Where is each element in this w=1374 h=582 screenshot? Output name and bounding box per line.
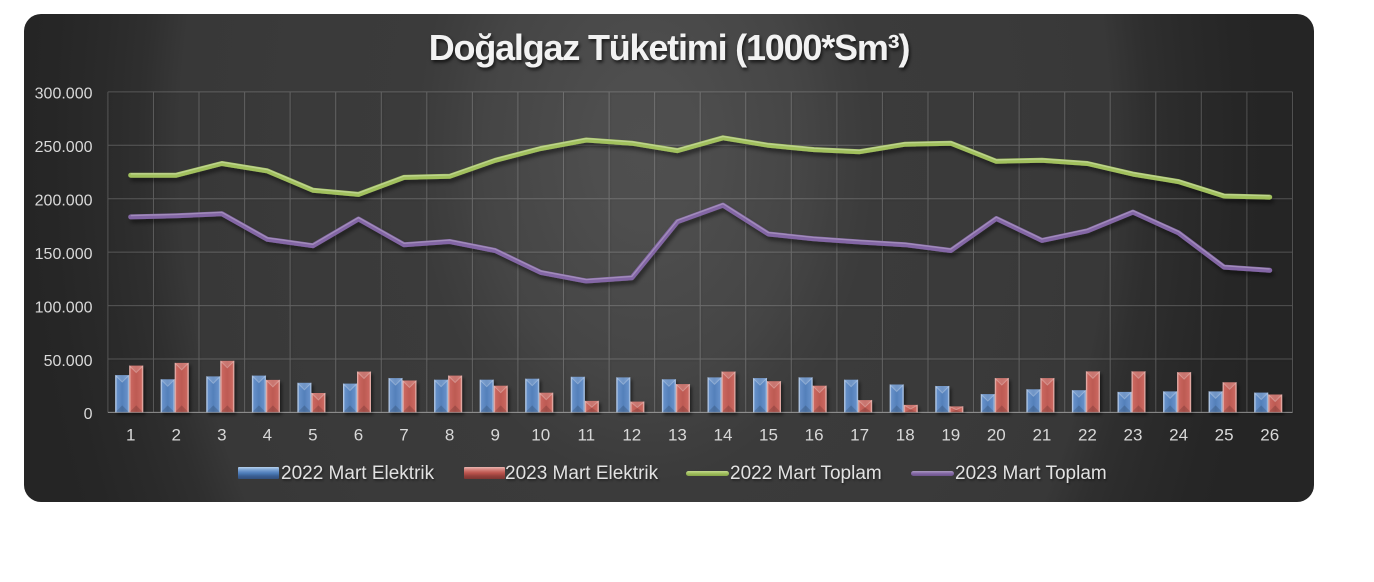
svg-text:20: 20 [987,426,1006,445]
svg-text:17: 17 [850,426,869,445]
svg-text:0: 0 [84,406,93,423]
svg-text:200.000: 200.000 [35,193,93,210]
svg-text:7: 7 [399,426,408,445]
svg-text:13: 13 [668,426,687,445]
svg-text:6: 6 [354,426,363,445]
svg-text:4: 4 [263,426,272,445]
svg-text:8: 8 [445,426,454,445]
svg-text:250.000: 250.000 [35,139,93,156]
svg-text:100.000: 100.000 [35,299,93,316]
svg-text:5: 5 [308,426,317,445]
svg-text:300.000: 300.000 [35,86,93,103]
svg-text:3: 3 [217,426,226,445]
svg-text:10: 10 [531,426,550,445]
svg-text:50.000: 50.000 [44,353,93,370]
svg-text:22: 22 [1078,426,1097,445]
svg-text:21: 21 [1032,426,1051,445]
svg-text:11: 11 [577,426,595,445]
svg-text:24: 24 [1169,426,1188,445]
svg-text:1: 1 [126,426,135,445]
svg-text:2: 2 [171,426,180,445]
svg-text:15: 15 [759,426,778,445]
svg-text:12: 12 [622,426,641,445]
svg-text:18: 18 [896,426,915,445]
svg-text:150.000: 150.000 [35,246,93,263]
svg-text:19: 19 [941,426,960,445]
svg-text:26: 26 [1260,426,1279,445]
svg-text:16: 16 [805,426,824,445]
svg-text:9: 9 [490,426,499,445]
svg-text:14: 14 [714,426,733,445]
svg-text:25: 25 [1215,426,1234,445]
svg-text:23: 23 [1124,426,1143,445]
